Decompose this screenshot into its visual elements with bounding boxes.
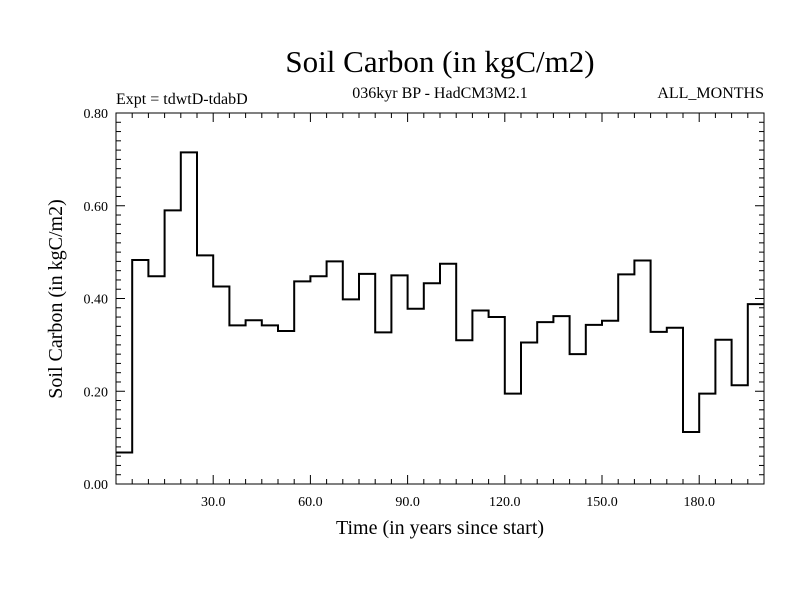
- series: [116, 151, 764, 454]
- x-tick-label: 60.0: [298, 495, 323, 510]
- plot-frame: [115, 112, 765, 485]
- chart-subtitle: 036kyr BP - HadCM3M2.1: [352, 85, 527, 102]
- x-tick-label: 150.0: [586, 495, 618, 510]
- y-tick-label: 0.80: [84, 107, 109, 122]
- tick-labels: 30.0 60.0 90.0 120.0 150.0 180.0 0.00 0.20 0.40 0…: [84, 107, 715, 510]
- y-tick-label: 0.40: [84, 293, 109, 308]
- y-tick-label: 0.20: [84, 385, 109, 400]
- x-tick-label: 180.0: [683, 495, 715, 510]
- x-axis-label: Time (in years since start): [336, 517, 544, 539]
- y-axis-label: Soil Carbon (in kgC/m2): [45, 199, 67, 398]
- x-tick-label: 90.0: [395, 495, 420, 510]
- x-tick-label: 30.0: [201, 495, 226, 510]
- months-label: ALL_MONTHS: [657, 85, 764, 102]
- experiment-label: Expt = tdwtD-tdabD: [116, 91, 248, 108]
- chart-title: Soil Carbon (in kgC/m2): [285, 44, 594, 79]
- x-tick-label: 120.0: [489, 495, 521, 510]
- series-line: [116, 151, 764, 454]
- axes: [115, 112, 765, 485]
- y-tick-label: 0.60: [84, 200, 109, 215]
- ticks: [116, 113, 764, 484]
- y-tick-label: 0.00: [84, 478, 109, 493]
